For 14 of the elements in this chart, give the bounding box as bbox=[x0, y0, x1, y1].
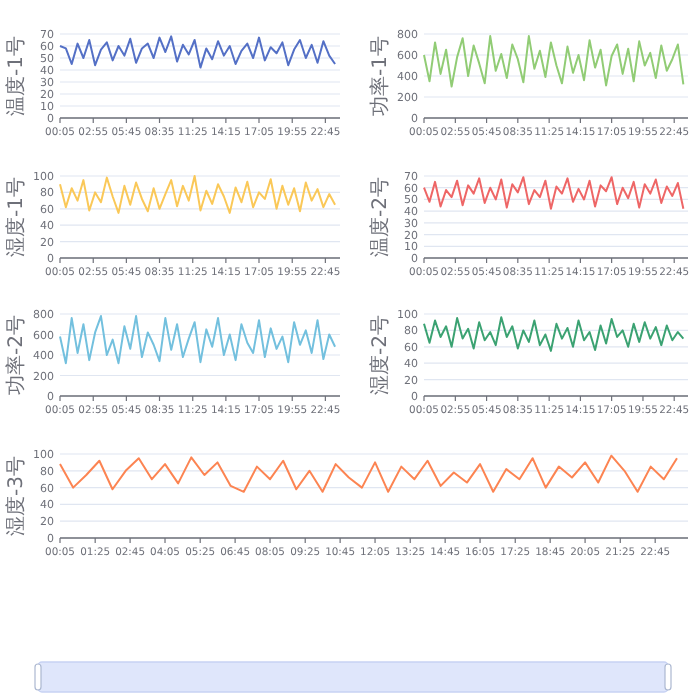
y-axis-title: 功率-2号 bbox=[4, 315, 28, 395]
line-series bbox=[59, 175, 337, 214]
line-series bbox=[423, 35, 685, 88]
y-axis-title: 温度-1号 bbox=[4, 36, 28, 116]
line-series bbox=[59, 454, 678, 493]
y-axis-title: 湿度-2号 bbox=[368, 315, 392, 395]
line-series bbox=[423, 316, 685, 352]
y-axis-title: 湿度-1号 bbox=[4, 177, 28, 257]
y-axis-title: 温度-2号 bbox=[368, 177, 392, 257]
line-series bbox=[59, 315, 337, 365]
line-series bbox=[423, 176, 685, 210]
line-series bbox=[59, 35, 337, 69]
y-axis-title: 功率-1号 bbox=[368, 36, 392, 116]
y-axis-title: 湿度-3号 bbox=[4, 456, 28, 536]
